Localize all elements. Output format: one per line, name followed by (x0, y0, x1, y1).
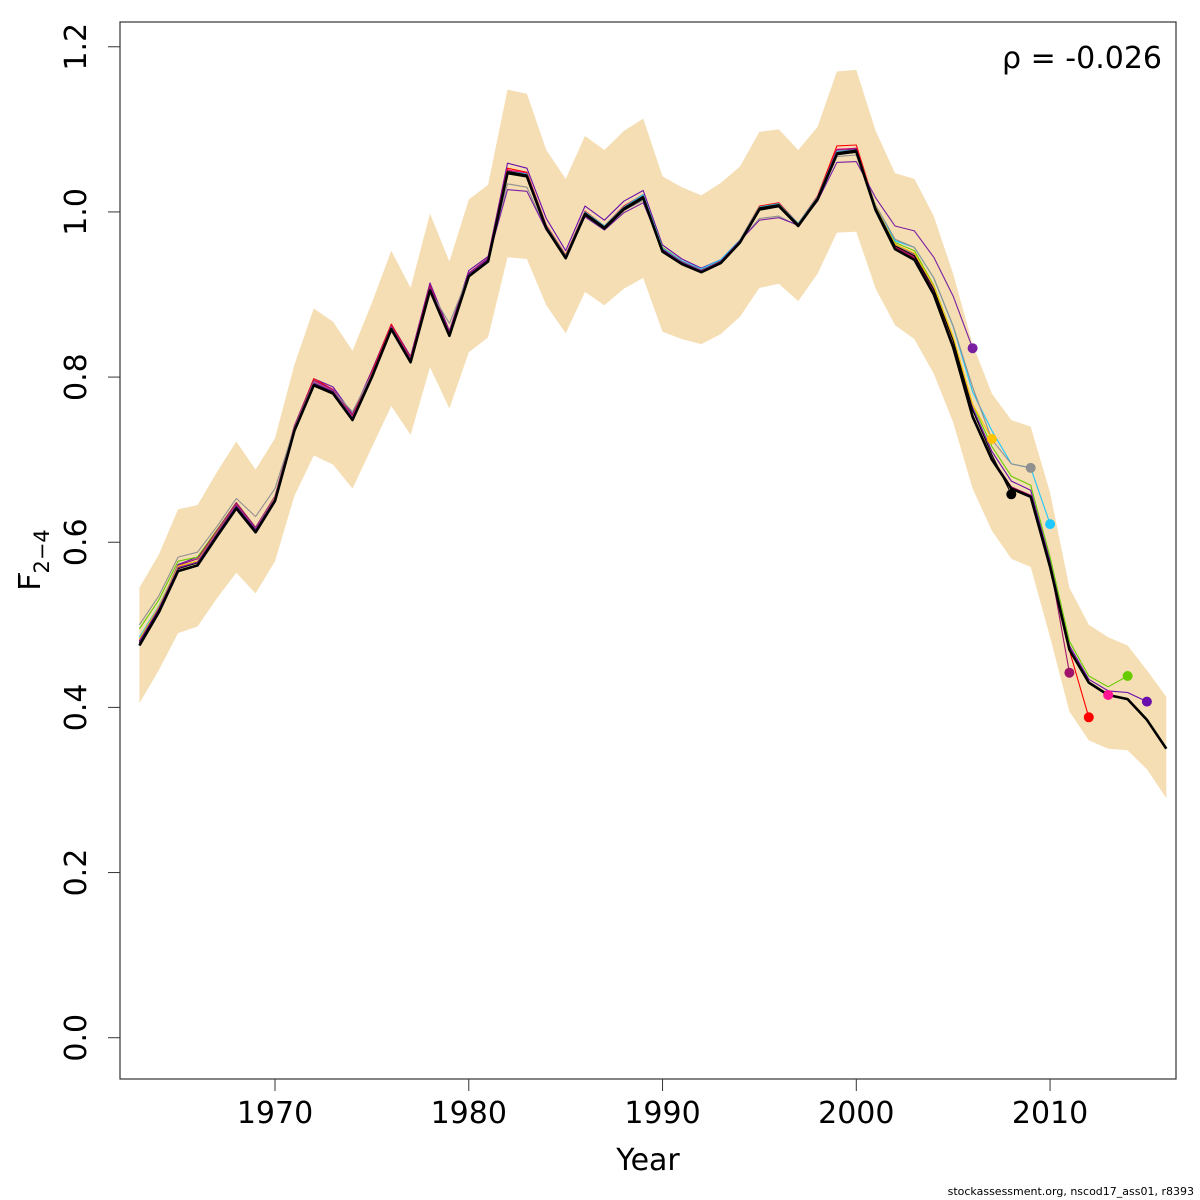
y-tick-label-0.4: 0.4 (59, 684, 94, 732)
y-axis-title-sub: 2−4 (30, 529, 54, 573)
y-axis: 0.0 0.2 0.4 0.6 0.8 1.0 1.2 (59, 23, 121, 1062)
x-axis-title: Year (615, 1143, 680, 1178)
x-tick-label-2000: 2000 (818, 1096, 894, 1131)
retro-endpoint-2015 (1141, 696, 1152, 707)
footer-credit: stockassessment.org, nscod17_ass01, r839… (947, 1185, 1194, 1198)
x-tick-label-1970: 1970 (237, 1096, 313, 1131)
retro-endpoint-2014 (1122, 671, 1133, 681)
retro-endpoint-2010 (1045, 519, 1056, 530)
rho-annotation: ρ = -0.026 (1002, 41, 1162, 76)
retro-endpoint-2007 (986, 434, 997, 444)
retro-endpoint-2009 (1025, 462, 1036, 473)
retro-endpoint-2008 (1006, 489, 1017, 500)
y-tick-label-0.0: 0.0 (59, 1014, 94, 1062)
retro-endpoint-2006 (967, 343, 978, 354)
y-tick-label-1.0: 1.0 (59, 188, 94, 236)
main-estimate-line (138, 150, 1168, 750)
retro-endpoint-2013 (1103, 690, 1114, 700)
x-axis: 1970 1980 1990 2000 2010 (237, 1078, 1088, 1131)
x-tick-label-1990: 1990 (624, 1096, 700, 1131)
y-axis-title-main: F (13, 574, 48, 591)
y-tick-label-1.2: 1.2 (59, 23, 94, 71)
x-tick-label-2010: 2010 (1012, 1096, 1088, 1131)
y-axis-title: F2−4 (13, 529, 54, 591)
svg-text:F2−4: F2−4 (13, 529, 54, 591)
y-tick-label-0.2: 0.2 (59, 849, 94, 897)
retro-endpoint-2012 (1083, 712, 1094, 723)
x-tick-label-1980: 1980 (431, 1096, 507, 1131)
retro-endpoint-2011 (1064, 667, 1075, 678)
retro-endpoints-layer (967, 343, 1152, 723)
y-tick-label-0.6: 0.6 (59, 518, 94, 566)
y-tick-label-0.8: 0.8 (59, 353, 94, 401)
main-estimate-layer (138, 150, 1168, 750)
